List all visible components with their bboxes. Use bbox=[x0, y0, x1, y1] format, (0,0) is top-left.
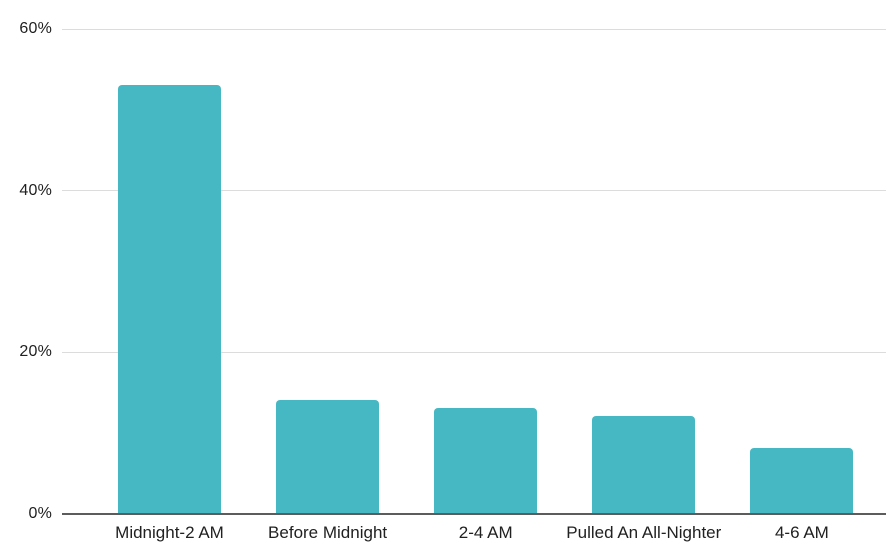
x-axis-category-label-4-6-am: 4-6 AM bbox=[774, 523, 829, 542]
gridline-60 bbox=[62, 28, 886, 30]
y-axis-tick-label-60: 60% bbox=[19, 20, 52, 37]
bar-2-4-am bbox=[434, 407, 538, 513]
x-axis-category-label-midnight-2-am: Midnight-2 AM bbox=[115, 523, 224, 542]
x-axis-category-label-before-midnight: Before Midnight bbox=[268, 523, 388, 542]
x-axis-line bbox=[62, 513, 886, 515]
x-axis-category-label-2-4-am: 2-4 AM bbox=[458, 523, 513, 542]
gridline-40 bbox=[62, 190, 886, 192]
y-axis-tick-label-20: 20% bbox=[19, 343, 52, 361]
y-axis-tick-label-40: 40% bbox=[19, 181, 52, 199]
x-axis-category-label-pulled-an-all-nighter: Pulled An All-Nighter bbox=[566, 523, 722, 542]
bar-before-midnight bbox=[276, 399, 380, 513]
y-axis-tick-label-0: 0% bbox=[28, 505, 52, 522]
bar-pulled-an-all-nighter bbox=[592, 416, 696, 513]
bar-4-6-am bbox=[750, 448, 854, 513]
gridline-20 bbox=[62, 351, 886, 353]
bar-midnight-2-am bbox=[118, 84, 221, 513]
